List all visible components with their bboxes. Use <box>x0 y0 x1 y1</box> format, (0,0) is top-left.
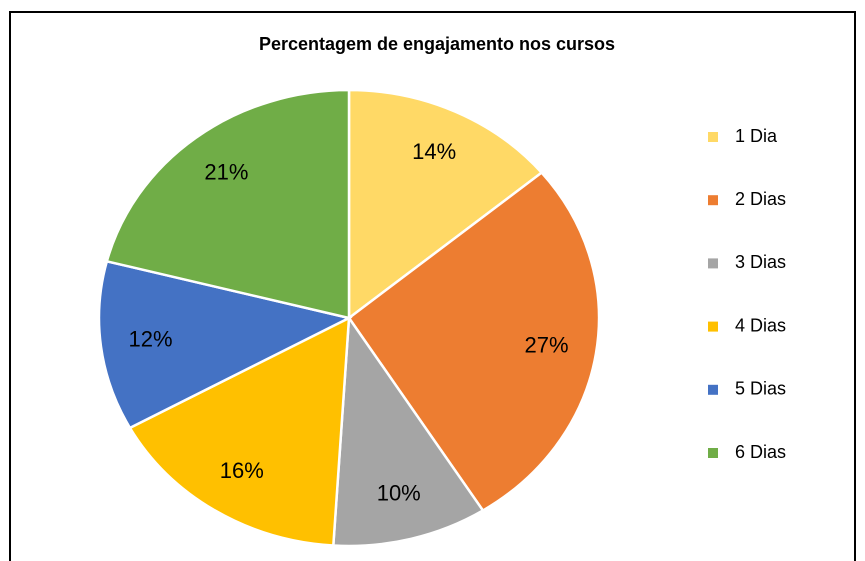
legend-swatch <box>708 448 718 458</box>
data-label: 27% <box>525 332 569 357</box>
legend-label: 1 Dia <box>735 126 778 146</box>
legend-label: 6 Dias <box>735 442 786 462</box>
data-label: 14% <box>412 139 456 164</box>
frame <box>9 11 856 561</box>
pie-slice <box>97 259 353 430</box>
legend-label: 3 Dias <box>735 252 786 272</box>
pie-slice <box>128 315 351 547</box>
legend-label: 4 Dias <box>735 315 786 335</box>
data-label: 16% <box>220 458 264 483</box>
legend-swatch <box>708 384 718 395</box>
legend-swatch <box>708 132 718 142</box>
legend-swatch <box>708 195 718 206</box>
chart-title: Percentagem de engajamento nos cursos <box>259 34 615 54</box>
legend-label: 2 Dias <box>735 189 786 209</box>
pie-slice <box>347 170 601 513</box>
pie-slice <box>105 88 351 320</box>
data-label: 21% <box>204 160 248 185</box>
legend-swatch <box>708 321 718 332</box>
legend-label: 5 Dias <box>735 379 786 399</box>
pie-slice <box>331 314 485 548</box>
pie-slice <box>347 88 544 321</box>
data-label: 12% <box>129 327 173 352</box>
data-label: 10% <box>377 480 421 505</box>
legend-swatch <box>708 258 718 269</box>
